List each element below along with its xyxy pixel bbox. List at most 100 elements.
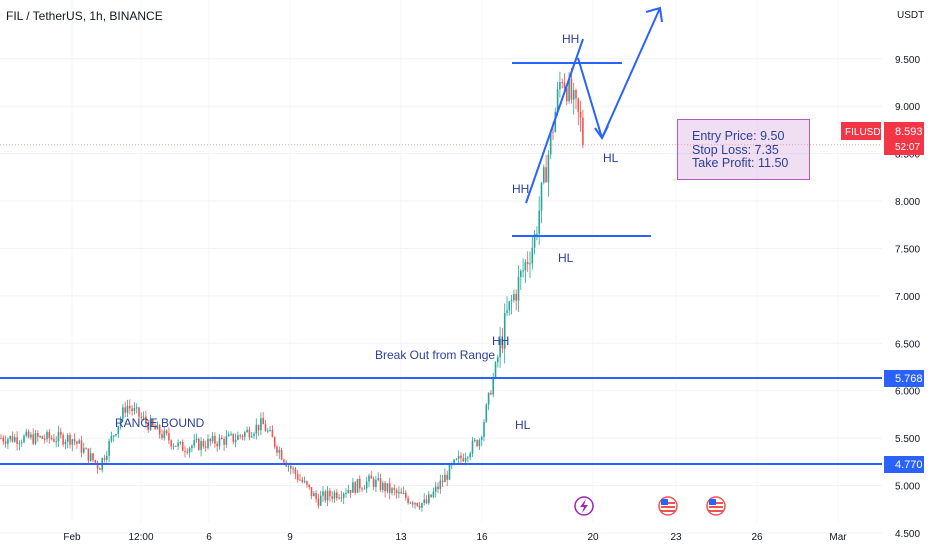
candle-body bbox=[331, 496, 333, 499]
candle-body bbox=[161, 434, 163, 439]
candle-body bbox=[147, 422, 149, 430]
candle-body bbox=[460, 455, 462, 459]
candle-body bbox=[257, 424, 260, 431]
candle-body bbox=[69, 434, 71, 445]
candle-body bbox=[570, 78, 573, 100]
candle-body bbox=[200, 441, 202, 450]
candle-body bbox=[55, 441, 57, 443]
candle-body bbox=[487, 392, 490, 405]
candle-body bbox=[239, 435, 241, 437]
candle-body bbox=[326, 490, 329, 501]
candle-body bbox=[163, 430, 166, 439]
candle-body bbox=[152, 419, 154, 426]
candle-body bbox=[14, 437, 16, 442]
candle-body bbox=[154, 425, 156, 430]
candle-body bbox=[363, 488, 366, 490]
candle-body bbox=[179, 441, 182, 443]
candle-body bbox=[92, 453, 94, 461]
candle-body bbox=[83, 448, 85, 453]
symbol-title: FIL / TetherUS, 1h, BINANCE bbox=[6, 9, 163, 23]
candle-body bbox=[156, 425, 159, 430]
candle-body bbox=[432, 491, 435, 498]
candle-body bbox=[469, 453, 471, 458]
candle-body bbox=[18, 443, 21, 445]
candle-body bbox=[209, 438, 212, 442]
candle-body bbox=[294, 468, 297, 475]
candle-body bbox=[273, 437, 276, 447]
candle-body bbox=[340, 497, 343, 499]
candle-body bbox=[39, 436, 41, 438]
candle-body bbox=[30, 434, 32, 438]
trade-plan-box[interactable]: Entry Price: 9.50 Stop Loss: 7.35 Take P… bbox=[677, 119, 810, 180]
resistance-value: 5.768 bbox=[895, 373, 923, 385]
candle-body bbox=[244, 432, 246, 437]
us-flag-event-icon[interactable] bbox=[658, 496, 678, 516]
candle-body bbox=[278, 449, 281, 453]
candle-body bbox=[428, 494, 430, 504]
candle-body bbox=[480, 436, 483, 441]
candle-body bbox=[499, 339, 501, 358]
candle-body bbox=[375, 479, 377, 487]
candle-body bbox=[117, 425, 120, 435]
candle-body bbox=[577, 98, 580, 112]
arrowhead-up-icon bbox=[645, 6, 663, 23]
candle-body bbox=[115, 434, 117, 436]
candle-body bbox=[365, 481, 368, 489]
candle-body bbox=[319, 495, 322, 506]
time-tick-label: 26 bbox=[751, 532, 763, 543]
candle-body bbox=[568, 78, 570, 102]
trend-line[interactable] bbox=[525, 38, 584, 204]
price-tick-label: 9.500 bbox=[895, 55, 920, 66]
time-tick-label: 20 bbox=[587, 532, 599, 543]
candle-body bbox=[112, 435, 115, 437]
price-axis[interactable]: USDT 9.500 9.000 8.500 8.000 7.500 7.000 6.500… bbox=[895, 10, 924, 540]
candle-body bbox=[425, 499, 428, 504]
candle-body bbox=[393, 488, 396, 491]
candle-body bbox=[368, 475, 370, 482]
candle-body bbox=[60, 431, 62, 435]
candle-body bbox=[400, 491, 402, 494]
candle-body bbox=[96, 462, 99, 469]
candle-body bbox=[333, 492, 336, 499]
candle-body bbox=[538, 210, 540, 234]
candle-body bbox=[269, 430, 271, 432]
candle-body bbox=[506, 310, 508, 314]
time-tick-label: 6 bbox=[206, 532, 212, 543]
candle-body bbox=[227, 434, 230, 437]
time-axis[interactable]: Feb 12:00 6 9 13 16 20 23 26 Mar bbox=[63, 532, 847, 543]
candle-body bbox=[25, 431, 28, 436]
candle-body bbox=[292, 468, 294, 470]
candle-body bbox=[582, 117, 584, 145]
candle-body bbox=[140, 416, 143, 418]
candle-body bbox=[437, 486, 439, 490]
candle-body bbox=[181, 441, 184, 451]
candle-body bbox=[545, 167, 547, 183]
candle-body bbox=[234, 439, 237, 442]
candle-body bbox=[301, 479, 304, 483]
candle-body bbox=[501, 339, 504, 349]
price-tick-label: 5.000 bbox=[895, 482, 920, 493]
candle-body bbox=[379, 478, 382, 490]
candle-body bbox=[71, 439, 74, 445]
candle-body bbox=[122, 407, 124, 419]
candle-body bbox=[575, 90, 577, 99]
us-flag-event-icon-2[interactable] bbox=[706, 496, 726, 516]
candle-body bbox=[287, 465, 290, 467]
annotation-breakout: Break Out from Range bbox=[375, 348, 495, 362]
candle-body bbox=[48, 432, 51, 439]
candle-body bbox=[345, 493, 347, 495]
candle-body bbox=[430, 494, 432, 498]
lightning-event-icon[interactable] bbox=[574, 496, 594, 516]
candle-body bbox=[87, 448, 90, 461]
candle-body bbox=[579, 111, 582, 118]
candle-body bbox=[168, 433, 170, 441]
projection-path[interactable] bbox=[577, 7, 661, 139]
candle-body bbox=[264, 424, 267, 432]
candle-body bbox=[421, 503, 423, 508]
time-tick-label: 12:00 bbox=[128, 532, 153, 543]
time-tick-label: 13 bbox=[395, 532, 407, 543]
candle-body bbox=[175, 445, 177, 447]
candle-body bbox=[490, 392, 492, 395]
